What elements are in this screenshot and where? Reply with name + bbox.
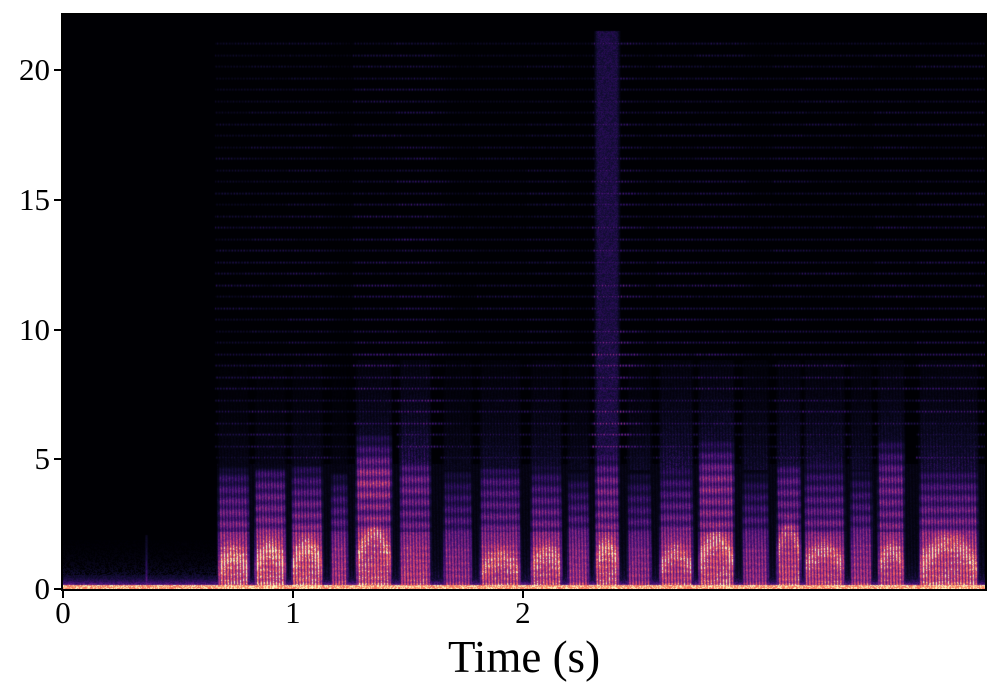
x-tick-label: 0 xyxy=(55,595,71,630)
y-tick-label: 20 xyxy=(19,52,50,88)
y-tick-mark xyxy=(54,69,61,72)
x-tick-label: 1 xyxy=(285,595,301,630)
spectrogram-canvas xyxy=(63,15,985,589)
y-tick-mark xyxy=(54,198,61,201)
y-tick-mark xyxy=(54,588,61,590)
y-tick-label: 5 xyxy=(34,441,51,477)
x-tick-mark xyxy=(62,591,64,598)
x-tick-mark xyxy=(291,591,294,598)
y-tick-label: 15 xyxy=(19,181,50,217)
plot-area xyxy=(61,13,987,591)
x-tick-label: 2 xyxy=(515,595,531,630)
y-tick-label: 0 xyxy=(34,571,51,606)
y-tick-label: 10 xyxy=(19,311,50,347)
x-axis-label: Time (s) xyxy=(447,632,601,682)
y-tick-mark xyxy=(54,458,61,461)
y-tick-mark xyxy=(54,328,61,331)
x-tick-mark xyxy=(521,591,524,598)
